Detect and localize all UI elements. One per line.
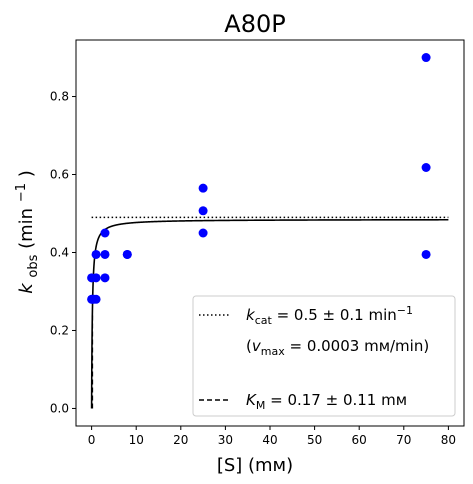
y-tick-label: 0.0 (50, 401, 69, 415)
plot-area: 0 10 20 30 40 50 60 70 80 0.0 0.2 0.4 0.6 0.8 (50, 39, 465, 447)
x-tick-label: 0 (88, 433, 96, 447)
legend-entry-part: v (252, 337, 262, 355)
legend-entry-part: k (246, 306, 256, 324)
data-point (198, 228, 208, 238)
y-axis-label-unit: (min (16, 208, 37, 249)
data-point (198, 206, 208, 216)
data-point (421, 162, 431, 172)
y-axis-label-close: ) (16, 170, 37, 177)
x-tick-label: 80 (441, 433, 456, 447)
legend-entry-part: max (261, 345, 285, 358)
legend: kcat = 0.5 ± 0.1 min−1 (vmax = 0.0003 mм/… (192, 295, 456, 417)
legend-entry-part: K (246, 391, 257, 409)
y-tick-label: 0.8 (50, 90, 69, 104)
x-tick-label: 40 (262, 433, 277, 447)
legend-entry-part: ( (246, 337, 252, 355)
data-point (421, 53, 431, 63)
y-tick-label: 0.2 (50, 323, 69, 337)
x-axis-label: [S] (mм) (217, 455, 293, 476)
y-axis-label-sub: obs (26, 254, 41, 277)
data-point (91, 294, 101, 304)
x-tick-label: 30 (218, 433, 233, 447)
legend-entry-part: = 0.17 ± 0.11 mм (265, 391, 407, 409)
data-point (91, 273, 101, 283)
x-tick-label: 20 (173, 433, 188, 447)
y-tick-label: 0.4 (50, 245, 69, 259)
y-axis-label-k: k (16, 282, 37, 294)
legend-entry-text: (vmax = 0.0003 mм/min) (246, 337, 429, 358)
data-point (100, 273, 110, 283)
legend-box (192, 295, 456, 417)
y-axis-label-sup: −1 (14, 183, 29, 202)
legend-entry-part: M (256, 399, 266, 412)
legend-entry-part: = 0.0003 mм/min) (285, 337, 429, 355)
data-point (100, 249, 110, 259)
legend-entry-text: kcat = 0.5 ± 0.1 min−1 (246, 304, 413, 327)
x-tick-label: 10 (129, 433, 144, 447)
x-tick-label: 50 (307, 433, 322, 447)
legend-entry-part: = 0.5 ± 0.1 min (272, 306, 397, 324)
data-point (198, 183, 208, 193)
data-point (91, 249, 101, 259)
x-tick-label: 70 (396, 433, 411, 447)
x-tick-label: 60 (352, 433, 367, 447)
y-tick-label: 0.6 (50, 168, 69, 182)
data-point (100, 228, 110, 238)
legend-entry-part: −1 (397, 304, 413, 317)
legend-entry-text: KM = 0.17 ± 0.11 mм (246, 391, 407, 412)
data-point (421, 249, 431, 259)
chart-title: A80P (224, 10, 285, 38)
legend-entry-part: cat (255, 314, 273, 327)
y-axis-label: k obs (min −1 ) (9, 170, 42, 294)
data-point (122, 249, 132, 259)
